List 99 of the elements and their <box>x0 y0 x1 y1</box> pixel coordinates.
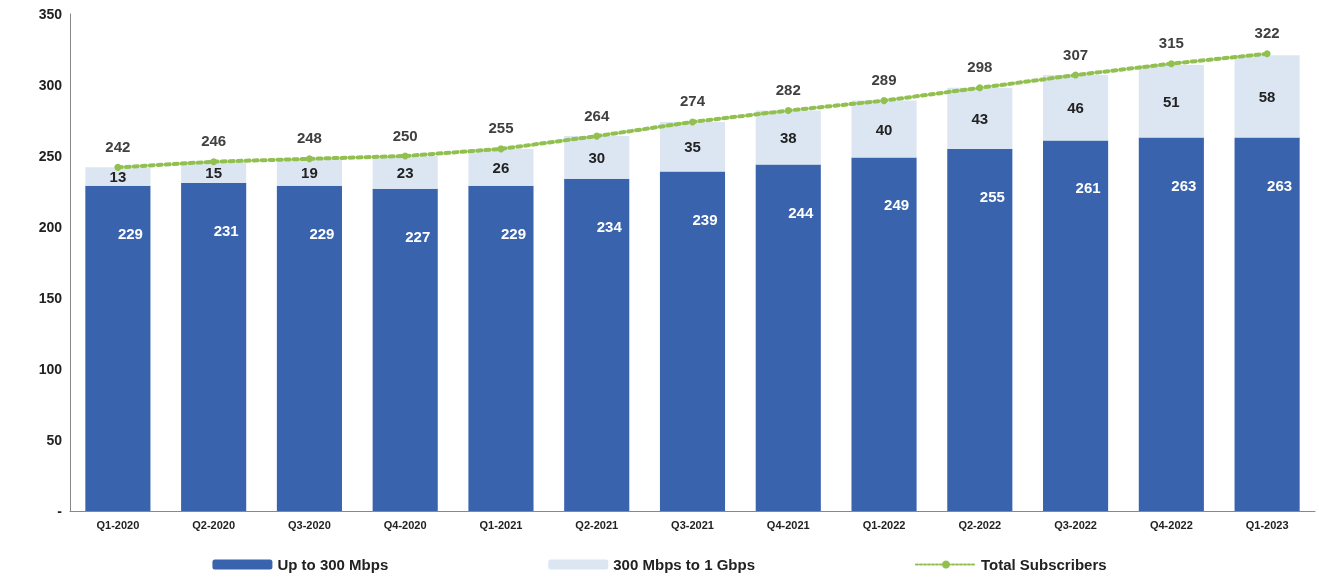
bar <box>1043 140 1109 511</box>
x-tick-label: Q1-2022 <box>862 518 906 531</box>
data-label: 35 <box>684 138 701 156</box>
bar <box>468 148 534 186</box>
data-label: 307 <box>1063 45 1089 63</box>
data-label: 263 <box>1171 176 1197 194</box>
data-label: 263 <box>1267 176 1293 194</box>
data-label: 15 <box>205 163 222 181</box>
point <box>593 132 601 140</box>
bar <box>1138 137 1204 511</box>
point <box>210 158 218 166</box>
x-tick-label: Q3-2020 <box>288 518 331 531</box>
legend-label: 300 Mbps to 1 Gbps <box>613 556 755 573</box>
bar <box>947 87 1013 149</box>
y-tick-label: 200 <box>38 219 63 235</box>
bar <box>85 167 151 186</box>
point <box>784 107 792 115</box>
point <box>305 155 313 163</box>
data-label: 40 <box>875 120 893 138</box>
legend-label: Total Subscribers <box>980 556 1107 573</box>
data-label: 244 <box>788 203 814 221</box>
data-label: 315 <box>1158 34 1184 52</box>
data-label: 248 <box>296 129 322 147</box>
data-label: 239 <box>692 210 718 228</box>
point <box>401 152 409 160</box>
data-label: 46 <box>1067 99 1084 117</box>
legend-label: Up to 300 Mbps <box>277 556 389 573</box>
data-label: 298 <box>967 58 993 76</box>
data-label: 264 <box>584 106 610 124</box>
bar <box>851 100 917 158</box>
data-label: 229 <box>309 224 335 242</box>
y-tick-label: 150 <box>38 290 63 306</box>
bar <box>564 178 630 511</box>
data-label: 322 <box>1254 24 1280 42</box>
bar <box>564 136 630 179</box>
y-tick-label: 350 <box>38 6 63 22</box>
x-tick-label: Q1-2023 <box>1245 518 1289 531</box>
data-label: 229 <box>117 224 143 242</box>
y-tick-label: 100 <box>38 361 63 377</box>
data-label: 231 <box>213 221 239 239</box>
x-tick-label: Q2-2022 <box>958 518 1002 531</box>
point <box>880 97 888 105</box>
data-label: 26 <box>492 158 510 176</box>
data-label: 282 <box>775 81 801 99</box>
x-tick-label: Q1-2020 <box>96 518 140 531</box>
bar <box>85 185 151 511</box>
x-tick-label: Q4-2022 <box>1149 518 1193 531</box>
x-tick-label: Q1-2021 <box>479 518 523 531</box>
bar <box>181 182 247 511</box>
bar <box>755 110 821 165</box>
x-tick-label: Q2-2020 <box>192 518 236 531</box>
bar <box>659 121 726 172</box>
data-label: 58 <box>1258 87 1276 105</box>
bar <box>468 185 534 511</box>
data-label: 30 <box>588 148 606 166</box>
data-label: 261 <box>1075 179 1101 197</box>
data-label: 234 <box>596 217 623 235</box>
bar <box>1234 55 1300 138</box>
point <box>114 163 122 171</box>
data-label: 255 <box>488 119 514 137</box>
data-label: 19 <box>301 163 318 181</box>
bar <box>947 148 1013 511</box>
x-tick-label: Q3-2022 <box>1054 518 1097 531</box>
point <box>976 84 984 92</box>
y-tick-label: 50 <box>46 432 63 448</box>
point <box>689 118 696 126</box>
bar <box>372 156 438 189</box>
data-label: 38 <box>779 129 797 147</box>
data-label: 249 <box>884 196 910 214</box>
bar <box>372 188 438 511</box>
data-label: 23 <box>396 163 414 181</box>
data-label: 229 <box>500 224 526 242</box>
x-tick-label: Q4-2021 <box>766 518 810 531</box>
x-tick-label: Q2-2021 <box>575 518 619 531</box>
data-label: 246 <box>201 132 227 150</box>
data-label: 289 <box>871 71 897 89</box>
data-label: 227 <box>405 227 431 245</box>
data-label: 250 <box>392 126 418 144</box>
x-tick-label: Q3-2021 <box>671 518 714 531</box>
data-label: 274 <box>679 92 706 110</box>
data-label: 43 <box>971 109 989 127</box>
y-tick-label: 300 <box>38 77 63 93</box>
point <box>1072 71 1080 79</box>
x-tick-label: Q4-2020 <box>383 518 427 531</box>
y-tick-label: - <box>57 503 63 519</box>
data-label: 51 <box>1163 92 1180 110</box>
data-label: 255 <box>979 187 1005 205</box>
data-label: 242 <box>105 137 131 155</box>
bar <box>1138 65 1204 138</box>
point <box>1263 50 1271 58</box>
point <box>1167 60 1175 68</box>
bar <box>276 185 342 511</box>
y-tick-label: 250 <box>38 148 63 164</box>
bar <box>755 164 821 511</box>
bar <box>1234 137 1300 511</box>
bar <box>851 157 917 511</box>
bar <box>1043 75 1109 141</box>
bar <box>659 171 726 511</box>
data-label: 13 <box>109 168 127 186</box>
